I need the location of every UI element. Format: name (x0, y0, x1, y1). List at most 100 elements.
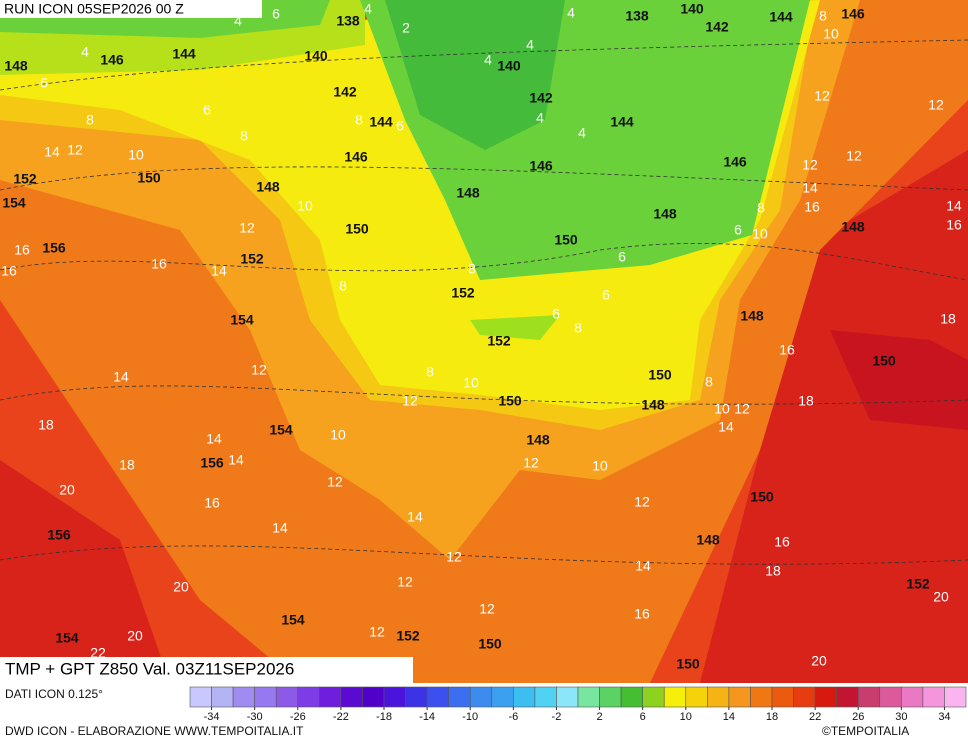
temperature-label: 20 (811, 653, 827, 669)
temperature-label: 18 (765, 563, 781, 579)
height-label: 140 (680, 1, 704, 17)
colorbar-tick-label: -2 (552, 711, 562, 723)
colorbar-tick-label: 10 (680, 711, 692, 723)
colorbar-swatch (879, 686, 902, 708)
temperature-label: 6 (203, 102, 211, 118)
temperature-label: 6 (552, 306, 560, 322)
brand: ©TEMPOITALIA (822, 724, 909, 738)
colorbar-swatch (663, 686, 687, 708)
temperature-label: 4 (234, 13, 242, 29)
temperature-label: 14 (206, 431, 222, 447)
credit: DWD ICON - ELABORAZIONE WWW.TEMPOITALIA.… (5, 724, 304, 738)
colorbar-swatch (728, 686, 751, 708)
temperature-label: 16 (774, 534, 790, 550)
temperature-label: 6 (618, 249, 626, 265)
temperature-label: 12 (397, 574, 413, 590)
temperature-label: 14 (802, 180, 818, 196)
colorbar-swatch (211, 686, 234, 708)
map-background (0, 0, 968, 683)
colorbar-tick-label: -18 (376, 711, 392, 723)
temperature-label: 16 (204, 495, 220, 511)
temperature-label: 4 (567, 5, 575, 21)
temperature-label: 16 (151, 256, 167, 272)
height-label: 148 (256, 179, 280, 195)
temperature-label: 12 (802, 157, 818, 173)
colorbar-swatch (707, 686, 730, 708)
temperature-label: 8 (240, 128, 248, 144)
temperature-label: 16 (804, 199, 820, 215)
temperature-label: 14 (44, 144, 60, 160)
temperature-label: 16 (946, 217, 962, 233)
colorbar: -34 -30 -26 -22 -18 -14 -10 -6 -2 2 6 10 14 18 22 26 30 3… (189, 686, 967, 723)
temperature-label: 14 (228, 452, 244, 468)
colorbar-swatch (556, 686, 579, 708)
colorbar-tick-label: 14 (723, 711, 735, 723)
height-label: 146 (841, 6, 865, 22)
temperature-label: 6 (396, 118, 404, 134)
temperature-label: 6 (272, 6, 280, 22)
temperature-label: 18 (940, 311, 956, 327)
colorbar-swatch (534, 686, 557, 708)
colorbar-tick-label: -22 (333, 711, 349, 723)
height-label: 150 (750, 489, 774, 505)
temperature-label: 4 (484, 52, 492, 68)
height-label: 150 (478, 636, 502, 652)
temperature-label: 8 (705, 374, 713, 390)
temperature-label: 20 (933, 589, 949, 605)
temperature-label: 14 (113, 369, 129, 385)
temperature-label: 4 (364, 1, 372, 17)
colorbar-swatch (275, 686, 299, 708)
colorbar-tick-label: 6 (640, 711, 646, 723)
colorbar-swatch (340, 686, 363, 708)
colorbar-tick-label: -14 (419, 711, 435, 723)
colorbar-tick-label: 34 (938, 711, 950, 723)
temperature-label: 6 (602, 287, 610, 303)
colorbar-tick-label: -10 (462, 711, 478, 723)
height-label: 152 (487, 333, 511, 349)
temperature-label: 8 (426, 364, 434, 380)
height-label: 146 (344, 149, 368, 165)
height-label: 150 (345, 221, 369, 237)
height-label: 140 (497, 58, 521, 74)
colorbar-tick-label: 2 (596, 711, 602, 723)
colorbar-swatch (599, 686, 622, 708)
temperature-label: 8 (355, 112, 363, 128)
height-label: 154 (281, 612, 305, 628)
temperature-label: 6 (40, 75, 48, 91)
colorbar-swatch (405, 686, 428, 708)
colorbar-swatch (189, 686, 212, 708)
height-label: 148 (526, 432, 550, 448)
temperature-label: 12 (523, 455, 539, 471)
contours (0, 39, 968, 565)
colorbar-swatch (620, 686, 643, 708)
product-box (0, 657, 413, 683)
height-label: 148 (696, 532, 720, 548)
temperature-label: 10 (463, 375, 479, 391)
height-label: 152 (451, 285, 475, 301)
height-label: 148 (740, 308, 764, 324)
temperature-label: 14 (272, 520, 288, 536)
temperature-label: 14 (946, 198, 962, 214)
temperature-label: 4 (526, 37, 534, 53)
temperature-label: 12 (239, 220, 255, 236)
height-label: 148 (4, 58, 28, 74)
colorbar-swatch (491, 686, 514, 708)
height-label: 142 (705, 19, 729, 35)
height-label: 140 (304, 48, 328, 64)
colorbar-tick-label: 22 (809, 711, 821, 723)
temperature-label: 2 (402, 20, 410, 36)
temperature-label: 12 (327, 474, 343, 490)
height-label: 156 (47, 527, 71, 543)
height-label: 154 (269, 422, 293, 438)
height-label: 146 (529, 158, 553, 174)
height-label: 148 (841, 219, 865, 235)
height-label: 154 (55, 630, 79, 646)
colorbar-tick-label: -6 (508, 711, 518, 723)
temperature-label: 12 (928, 97, 944, 113)
temperature-label: 16 (14, 242, 30, 258)
temperature-label: 8 (339, 278, 347, 294)
height-label: 156 (200, 455, 224, 471)
height-label: 144 (369, 114, 393, 130)
temperature-label: 12 (846, 148, 862, 164)
